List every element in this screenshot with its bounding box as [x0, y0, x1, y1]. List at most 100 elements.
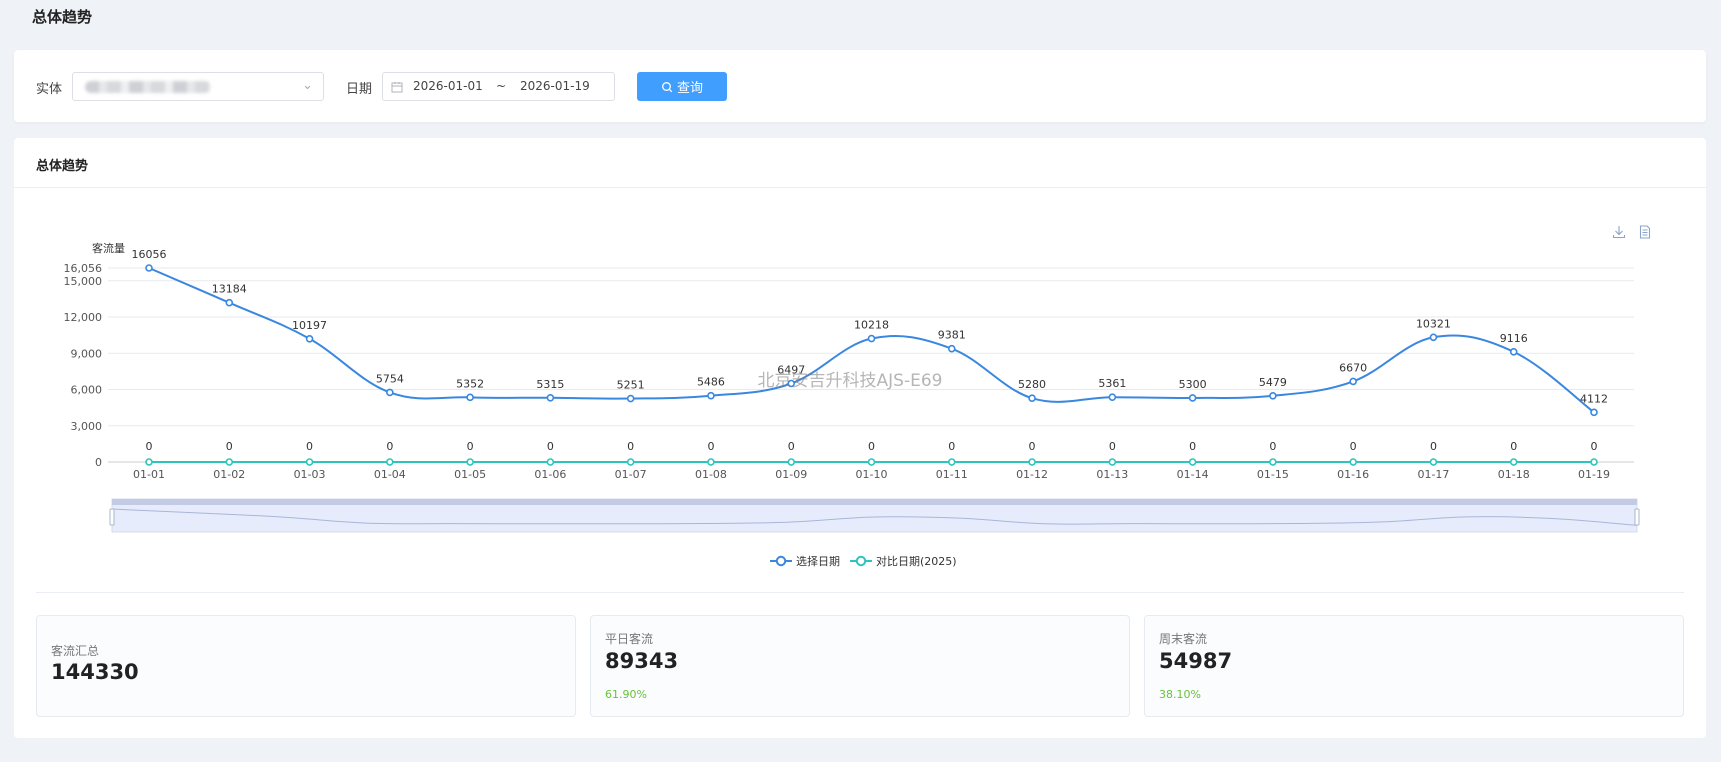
data-point: [225, 298, 234, 307]
data-label: 0: [788, 440, 795, 453]
query-button[interactable]: 查询: [637, 72, 727, 101]
data-point: [1028, 394, 1036, 403]
x-tick-label: 01-14: [1177, 468, 1209, 481]
legend-item-selected[interactable]: 选择日期: [770, 553, 840, 569]
data-label: 9381: [938, 329, 966, 342]
data-point: [386, 458, 394, 466]
datazoom-bar: [112, 499, 1637, 505]
stat-percentage: 38.10%: [1159, 688, 1201, 701]
legend-marker-icon: [770, 555, 792, 567]
data-label: 6497: [777, 363, 805, 376]
data-point: [1108, 458, 1117, 466]
card-title: 总体趋势: [14, 138, 1706, 188]
data-label: 0: [386, 440, 393, 453]
x-tick-label: 01-06: [534, 468, 566, 481]
x-tick-label: 01-04: [374, 468, 406, 481]
data-label: 5300: [1179, 378, 1207, 391]
data-label: 0: [1430, 440, 1437, 453]
stat-card-total: 客流汇总 144330: [36, 615, 576, 717]
x-tick-label: 01-05: [454, 468, 486, 481]
page-title: 总体趋势: [32, 8, 93, 26]
x-tick-label: 01-13: [1096, 468, 1128, 481]
datazoom-handle-right: [1634, 508, 1640, 526]
data-view-icon[interactable]: [1638, 224, 1652, 243]
data-point: [1188, 394, 1197, 402]
data-label: 5315: [536, 378, 564, 391]
data-label: 10218: [854, 319, 889, 332]
data-point: [947, 344, 956, 353]
stat-value: 89343: [605, 649, 679, 673]
data-point: [466, 393, 474, 402]
data-label: 0: [1269, 440, 1276, 453]
data-point: [1108, 393, 1117, 402]
x-tick-label: 01-10: [856, 468, 888, 481]
data-point: [466, 458, 474, 466]
x-tick-label: 01-19: [1578, 468, 1610, 481]
y-tick-label: 16,056: [64, 262, 103, 275]
legend-label: 对比日期(2025): [876, 555, 957, 568]
date-start-input[interactable]: 2026-01-01: [413, 79, 483, 93]
y-tick-label: 3,000: [71, 420, 103, 433]
data-point: [1269, 458, 1277, 466]
query-button-label: 查询: [676, 81, 703, 96]
data-label: 0: [1591, 440, 1598, 453]
data-point: [787, 458, 796, 466]
datazoom-handle-left: [109, 508, 115, 526]
date-end-input[interactable]: 2026-01-19: [520, 79, 590, 93]
data-point: [947, 458, 956, 466]
calendar-icon: [391, 82, 403, 93]
data-label: 5479: [1259, 376, 1287, 389]
data-point: [626, 394, 635, 403]
data-point: [546, 393, 555, 402]
data-point: [1429, 458, 1438, 466]
data-point: [1349, 377, 1357, 386]
data-label: 0: [948, 440, 955, 453]
entity-label: 实体: [36, 82, 63, 97]
date-range-picker[interactable]: 2026-01-01 ~ 2026-01-19: [382, 72, 615, 101]
data-label: 5754: [376, 372, 404, 385]
y-tick-label: 15,000: [64, 275, 103, 288]
date-label: 日期: [346, 82, 373, 97]
data-label: 6670: [1339, 361, 1367, 374]
data-point: [1590, 408, 1598, 417]
data-point: [1509, 348, 1518, 356]
data-point: [707, 391, 715, 400]
data-point: [1349, 458, 1357, 466]
data-point: [145, 458, 153, 466]
data-label: 0: [547, 440, 554, 453]
legend-label: 选择日期: [796, 555, 840, 568]
data-point: [145, 264, 153, 272]
legend-item-compare[interactable]: 对比日期(2025): [850, 553, 957, 569]
divider: [36, 592, 1684, 593]
data-point: [305, 458, 314, 466]
x-tick-label: 01-08: [695, 468, 727, 481]
data-point: [707, 458, 715, 466]
data-label: 0: [226, 440, 233, 453]
chevron-down-icon: ⌄: [302, 78, 313, 93]
data-label: 0: [1109, 440, 1116, 453]
data-point: [787, 379, 796, 388]
watermark: 北京安吉升科技AJS-E69: [758, 371, 943, 391]
data-label: 0: [306, 440, 313, 453]
y-tick-label: 6,000: [71, 384, 103, 397]
x-tick-label: 01-17: [1417, 468, 1449, 481]
download-icon[interactable]: [1612, 224, 1626, 243]
data-point: [1509, 458, 1518, 466]
data-label: 0: [146, 440, 153, 453]
data-label: 5352: [456, 377, 484, 390]
data-label: 5486: [697, 376, 725, 389]
stat-label: 周末客流: [1159, 632, 1208, 646]
data-point: [1028, 458, 1036, 466]
data-point: [867, 334, 876, 343]
x-tick-label: 01-02: [213, 468, 245, 481]
x-tick-label: 01-09: [775, 468, 807, 481]
x-tick-label: 01-15: [1257, 468, 1289, 481]
data-point: [1429, 333, 1438, 342]
data-point: [305, 334, 314, 343]
entity-select[interactable]: ⌄: [72, 72, 324, 101]
data-point: [867, 458, 876, 466]
data-point: [225, 458, 234, 466]
x-tick-label: 01-03: [294, 468, 326, 481]
search-icon: [662, 81, 673, 92]
